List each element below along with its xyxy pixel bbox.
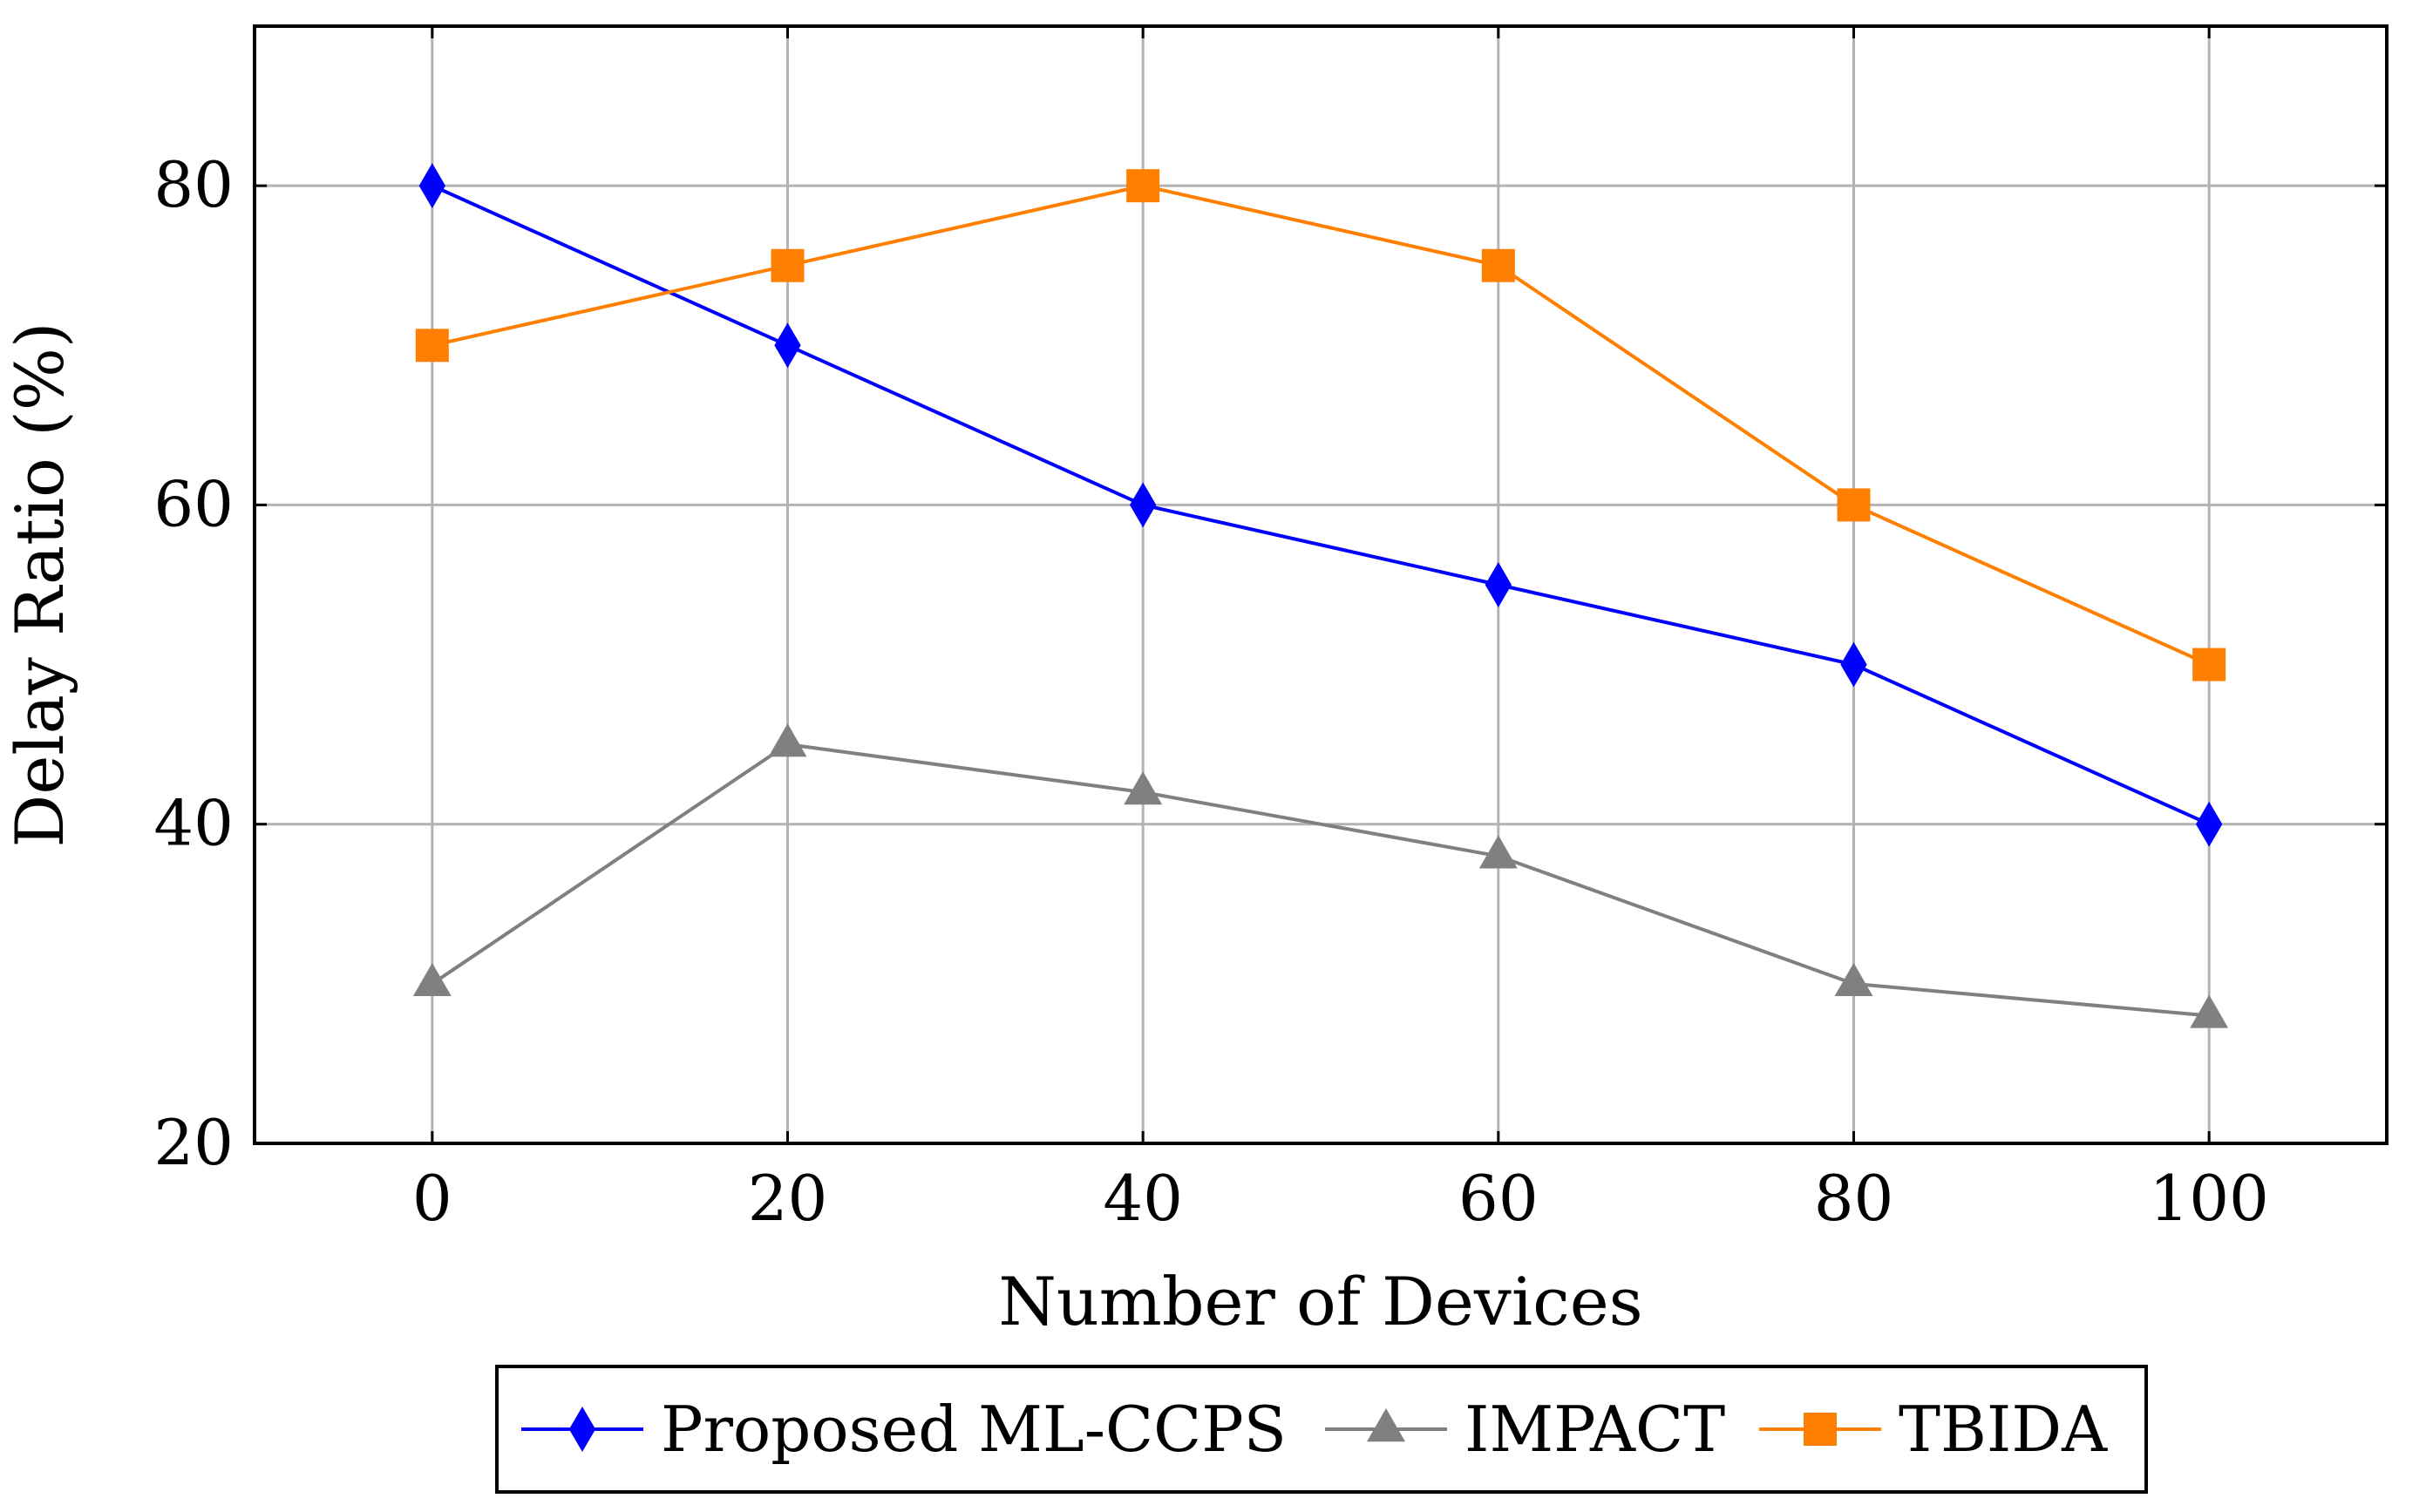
data-point	[1840, 641, 1867, 688]
x-tick-label: 80	[1814, 1162, 1894, 1235]
legend: Proposed ML-CCPS IMPACT TBIDA	[495, 1365, 2148, 1494]
legend-entry: TBIDA	[1759, 1393, 2108, 1466]
data-point	[774, 322, 801, 369]
data-point	[2192, 648, 2226, 681]
data-point	[2190, 994, 2229, 1028]
data-point	[768, 723, 807, 757]
x-tick-label: 20	[748, 1162, 828, 1235]
series-line	[432, 184, 2210, 826]
data-point	[1485, 562, 1512, 607]
series-lines	[412, 163, 2229, 1028]
series-3	[415, 169, 2226, 681]
data-point	[771, 248, 805, 282]
legend-entries: Proposed ML-CCPS IMPACT TBIDA	[521, 1393, 2108, 1466]
data-point	[1834, 962, 1873, 997]
legend-label: Proposed ML-CCPS	[661, 1393, 1287, 1466]
x-tick-label: 40	[1103, 1162, 1183, 1235]
y-axis-label: Delay Ratio (%)	[1, 322, 78, 847]
grid-lines	[255, 26, 2387, 1145]
y-tick-label: 40	[153, 787, 234, 860]
data-point	[418, 163, 445, 209]
data-point	[2196, 801, 2223, 847]
data-point	[1478, 835, 1518, 869]
data-point	[1124, 771, 1163, 805]
legend-entry: Proposed ML-CCPS	[521, 1393, 1287, 1466]
series-1	[418, 163, 2223, 847]
legend-swatch-marker	[568, 1407, 596, 1452]
data-point	[1130, 482, 1157, 528]
plot-frame	[253, 24, 2389, 1145]
series-2	[412, 723, 2229, 1028]
y-tick-label: 60	[153, 467, 234, 540]
x-tick-label: 100	[2149, 1162, 2268, 1235]
legend-label: IMPACT	[1464, 1393, 1725, 1466]
series-line	[431, 742, 2210, 1018]
legend-swatch-marker	[1804, 1413, 1837, 1446]
legend-label: TBIDA	[1899, 1393, 2108, 1466]
data-point	[412, 962, 452, 997]
legend-swatch-marker	[1367, 1407, 1405, 1442]
x-axis-label: Number of Devices	[998, 1263, 1642, 1340]
y-tick-label: 80	[153, 148, 234, 221]
y-tick-label: 20	[153, 1106, 234, 1179]
data-point	[1481, 248, 1515, 282]
x-tick-label: 60	[1458, 1162, 1539, 1235]
legend-entry: IMPACT	[1325, 1393, 1725, 1466]
axis-ticks: 0 20 40 60 80 100 20 40 60 80	[153, 26, 2387, 1235]
data-point	[415, 329, 449, 363]
data-point	[1837, 488, 1871, 522]
data-point	[1126, 169, 1160, 203]
series-line	[432, 184, 2210, 667]
x-tick-label: 0	[412, 1162, 452, 1235]
